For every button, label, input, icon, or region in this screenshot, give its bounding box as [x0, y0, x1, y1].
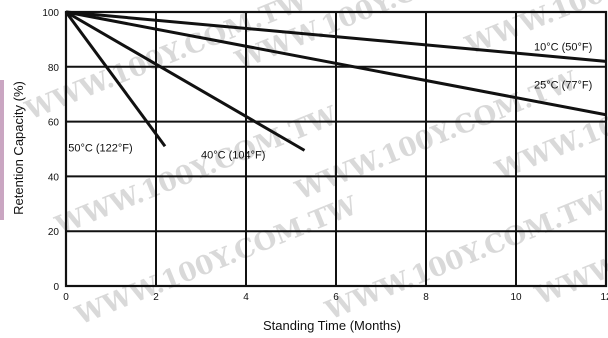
series-line-1 [65, 10, 607, 117]
y-tick-label: 80 [48, 63, 60, 74]
series-label-0: 10°C (50°F) [534, 41, 592, 53]
x-tick-label: 12 [600, 292, 608, 303]
series-line-3 [64, 11, 167, 148]
x-axis-label: Standing Time (Months) [263, 318, 401, 333]
y-tick-label: 0 [53, 282, 59, 293]
series-line-2 [65, 10, 306, 152]
series-label-3: 50°C (122°F) [68, 143, 132, 155]
series-labels: 10°C (50°F) 25°C (77°F) 40°C (104°F) 50°C (… [68, 41, 592, 161]
x-tick-label: 8 [423, 292, 429, 303]
y-tick-label: 100 [42, 8, 59, 19]
y-tick-label: 20 [48, 227, 60, 238]
x-tick-label: 10 [510, 292, 522, 303]
watermark-layer: WWW.100Y.COM.TWWWW.100Y.COM.TWWWW.100Y.C… [20, 0, 608, 332]
y-tick-label: 40 [48, 172, 60, 183]
series-group [64, 10, 607, 152]
x-tick-label: 4 [243, 292, 249, 303]
series-line-0 [65, 10, 607, 63]
x-tick-label: 6 [333, 292, 339, 303]
x-tick-label: 2 [153, 292, 159, 303]
grid [64, 10, 608, 288]
x-tick-label: 0 [63, 292, 69, 303]
tick-labels: 0 2 4 6 8 10 12 0 20 40 60 80 100 [42, 8, 608, 303]
series-label-1: 25°C (77°F) [534, 80, 592, 92]
y-axis-label: Retention Capacity (%) [11, 81, 26, 215]
y-tick-label: 60 [48, 118, 60, 129]
watermark-text: WWW.100Y.COM.TW [320, 186, 608, 327]
left-edge-strip [0, 80, 4, 220]
series-label-2: 40°C (104°F) [201, 150, 265, 162]
plot-frame [64, 10, 608, 288]
